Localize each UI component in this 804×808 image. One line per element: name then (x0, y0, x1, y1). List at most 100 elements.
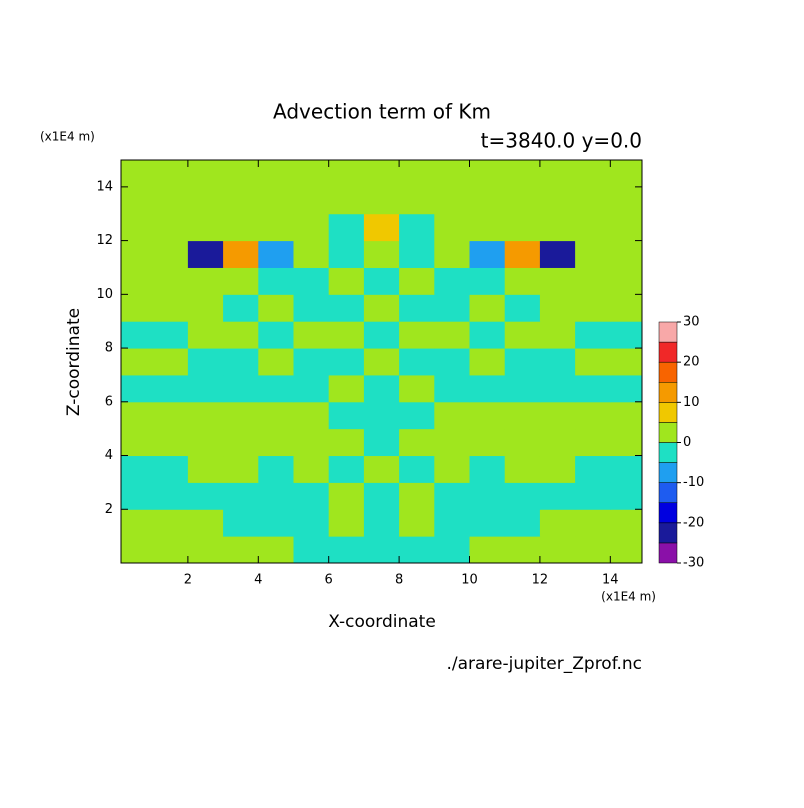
contour-cell (293, 213, 330, 242)
contour-cell (610, 186, 642, 215)
contour-cell (258, 186, 294, 215)
contour-cell (504, 321, 541, 349)
contour-cell (152, 267, 189, 295)
contour-cell (399, 240, 435, 268)
contour-cell (539, 240, 576, 268)
contour-cell (434, 401, 471, 430)
contour-cell (504, 240, 541, 268)
x-unit: (x1E4 m) (601, 590, 656, 604)
colorbar-segment (658, 462, 678, 483)
contour-cell (469, 374, 506, 403)
contour-cell (469, 294, 506, 322)
contour-cell (575, 482, 611, 510)
contour-cell (223, 482, 259, 510)
contour-cell (187, 186, 224, 215)
contour-cell (293, 401, 330, 430)
contour-cell (399, 455, 435, 483)
contour-cell (610, 455, 642, 483)
contour-cell (434, 321, 471, 349)
contour-cell (293, 240, 330, 268)
contour-cell (610, 509, 642, 537)
contour-cell (223, 348, 259, 376)
contour-cell (504, 348, 541, 376)
contour-cell (293, 160, 330, 188)
contour-cell (293, 186, 330, 215)
contour-cell (504, 186, 541, 215)
contour-cell (434, 455, 471, 483)
contour-cell (610, 482, 642, 510)
contour-cell (121, 160, 154, 188)
contour-cell (610, 348, 642, 376)
contour-cell (363, 401, 400, 430)
contour-cell (434, 294, 471, 322)
contour-cell (363, 160, 400, 188)
contour-cell (328, 186, 365, 215)
contour-cell (610, 401, 642, 430)
contour-cell (187, 536, 224, 563)
subtitle: t=3840.0 y=0.0 (481, 129, 642, 153)
contour-cell (187, 509, 224, 537)
contour-cell (363, 321, 400, 349)
contour-cell (539, 455, 576, 483)
contour-cell (293, 428, 330, 457)
contour-cell (293, 482, 330, 510)
contour-cell (399, 428, 435, 457)
contour-cell (187, 374, 224, 403)
contour-cell (434, 348, 471, 376)
contour-cell (293, 536, 330, 563)
contour-cell (539, 482, 576, 510)
contour-cell (363, 482, 400, 510)
contour-cell (469, 401, 506, 430)
contour-cell (121, 428, 154, 457)
contour-cell (187, 213, 224, 242)
contour-cell (575, 321, 611, 349)
contour-cell (187, 267, 224, 295)
contour-cell (575, 536, 611, 563)
contour-cell (399, 160, 435, 188)
colorbar-segment (658, 502, 678, 524)
contour-cell (434, 240, 471, 268)
contour-cell (328, 509, 365, 537)
contour-cell (539, 267, 576, 295)
contour-cell (121, 455, 154, 483)
contour-cell (504, 509, 541, 537)
contour-cell (504, 294, 541, 322)
contour-cell (223, 509, 259, 537)
contour-cell (469, 267, 506, 295)
contour-cell (575, 267, 611, 295)
contour-cell (504, 428, 541, 457)
contour-cell (363, 509, 400, 537)
contour-cell (121, 321, 154, 349)
x-tick-label: 14 (602, 573, 619, 588)
y-tick-label: 6 (105, 394, 113, 409)
contour-cell (121, 348, 154, 376)
contour-cell (399, 348, 435, 376)
x-axis-label: X-coordinate (328, 612, 436, 632)
contour-cell (187, 482, 224, 510)
contour-cell (187, 428, 224, 457)
contour-cell (258, 536, 294, 563)
colorbar-tick-label: 0 (683, 435, 691, 450)
contour-cell (258, 428, 294, 457)
contour-cell (121, 536, 154, 563)
contour-cell (610, 213, 642, 242)
colorbar-tick-label: -10 (683, 475, 704, 490)
contour-cell (363, 294, 400, 322)
contour-cell (328, 455, 365, 483)
contour-cell (293, 321, 330, 349)
contour-cell (293, 348, 330, 376)
contour-cell (539, 536, 576, 563)
contour-cell (539, 428, 576, 457)
contour-cell (575, 348, 611, 376)
contour-cell (121, 186, 154, 215)
contour-cell (399, 213, 435, 242)
contour-cell (223, 536, 259, 563)
source: ./arare-jupiter_Zprof.nc (446, 654, 642, 674)
y-tick-label: 2 (105, 502, 113, 517)
y-tick-label: 4 (105, 448, 113, 463)
contour-cell (187, 240, 224, 268)
contour-cell (258, 240, 294, 268)
contour-cell (575, 509, 611, 537)
colorbar-tick-label: -20 (683, 515, 704, 530)
